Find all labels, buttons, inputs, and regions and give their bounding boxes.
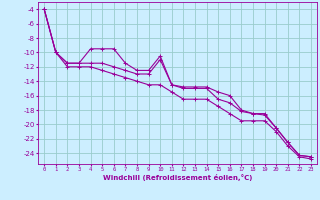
X-axis label: Windchill (Refroidissement éolien,°C): Windchill (Refroidissement éolien,°C) [103, 174, 252, 181]
